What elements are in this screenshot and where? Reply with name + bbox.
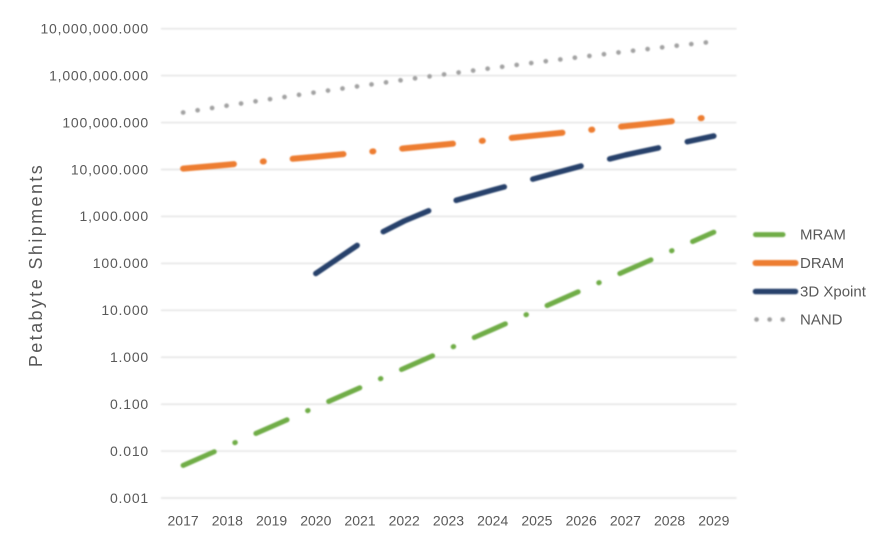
svg-text:2019: 2019 [256,513,287,529]
svg-text:2021: 2021 [344,513,375,529]
svg-text:DRAM: DRAM [800,255,844,272]
svg-text:Petabyte Shipments: Petabyte Shipments [26,163,46,367]
svg-text:1,000.000: 1,000.000 [80,208,149,224]
svg-text:10.000: 10.000 [101,302,149,318]
svg-text:1,000,000.000: 1,000,000.000 [49,67,149,83]
svg-text:10,000,000.000: 10,000,000.000 [40,21,149,37]
svg-text:2022: 2022 [389,513,420,529]
svg-text:100.000: 100.000 [93,255,149,271]
svg-text:100,000.000: 100,000.000 [62,114,149,130]
svg-text:3D Xpoint: 3D Xpoint [800,283,867,300]
svg-text:0.001: 0.001 [110,490,149,506]
svg-text:2024: 2024 [477,513,508,529]
svg-text:NAND: NAND [800,311,843,328]
svg-text:1.000: 1.000 [110,349,149,365]
svg-text:2029: 2029 [698,513,729,529]
svg-text:2025: 2025 [521,513,552,529]
svg-text:2020: 2020 [300,513,331,529]
svg-text:2023: 2023 [433,513,464,529]
svg-text:2017: 2017 [168,513,199,529]
svg-text:2018: 2018 [212,513,243,529]
svg-text:2027: 2027 [610,513,641,529]
svg-text:0.100: 0.100 [110,396,149,412]
svg-text:0.010: 0.010 [110,443,149,459]
svg-text:2026: 2026 [566,513,597,529]
svg-text:10,000.000: 10,000.000 [71,161,149,177]
svg-text:2028: 2028 [654,513,685,529]
svg-text:MRAM: MRAM [800,227,846,244]
